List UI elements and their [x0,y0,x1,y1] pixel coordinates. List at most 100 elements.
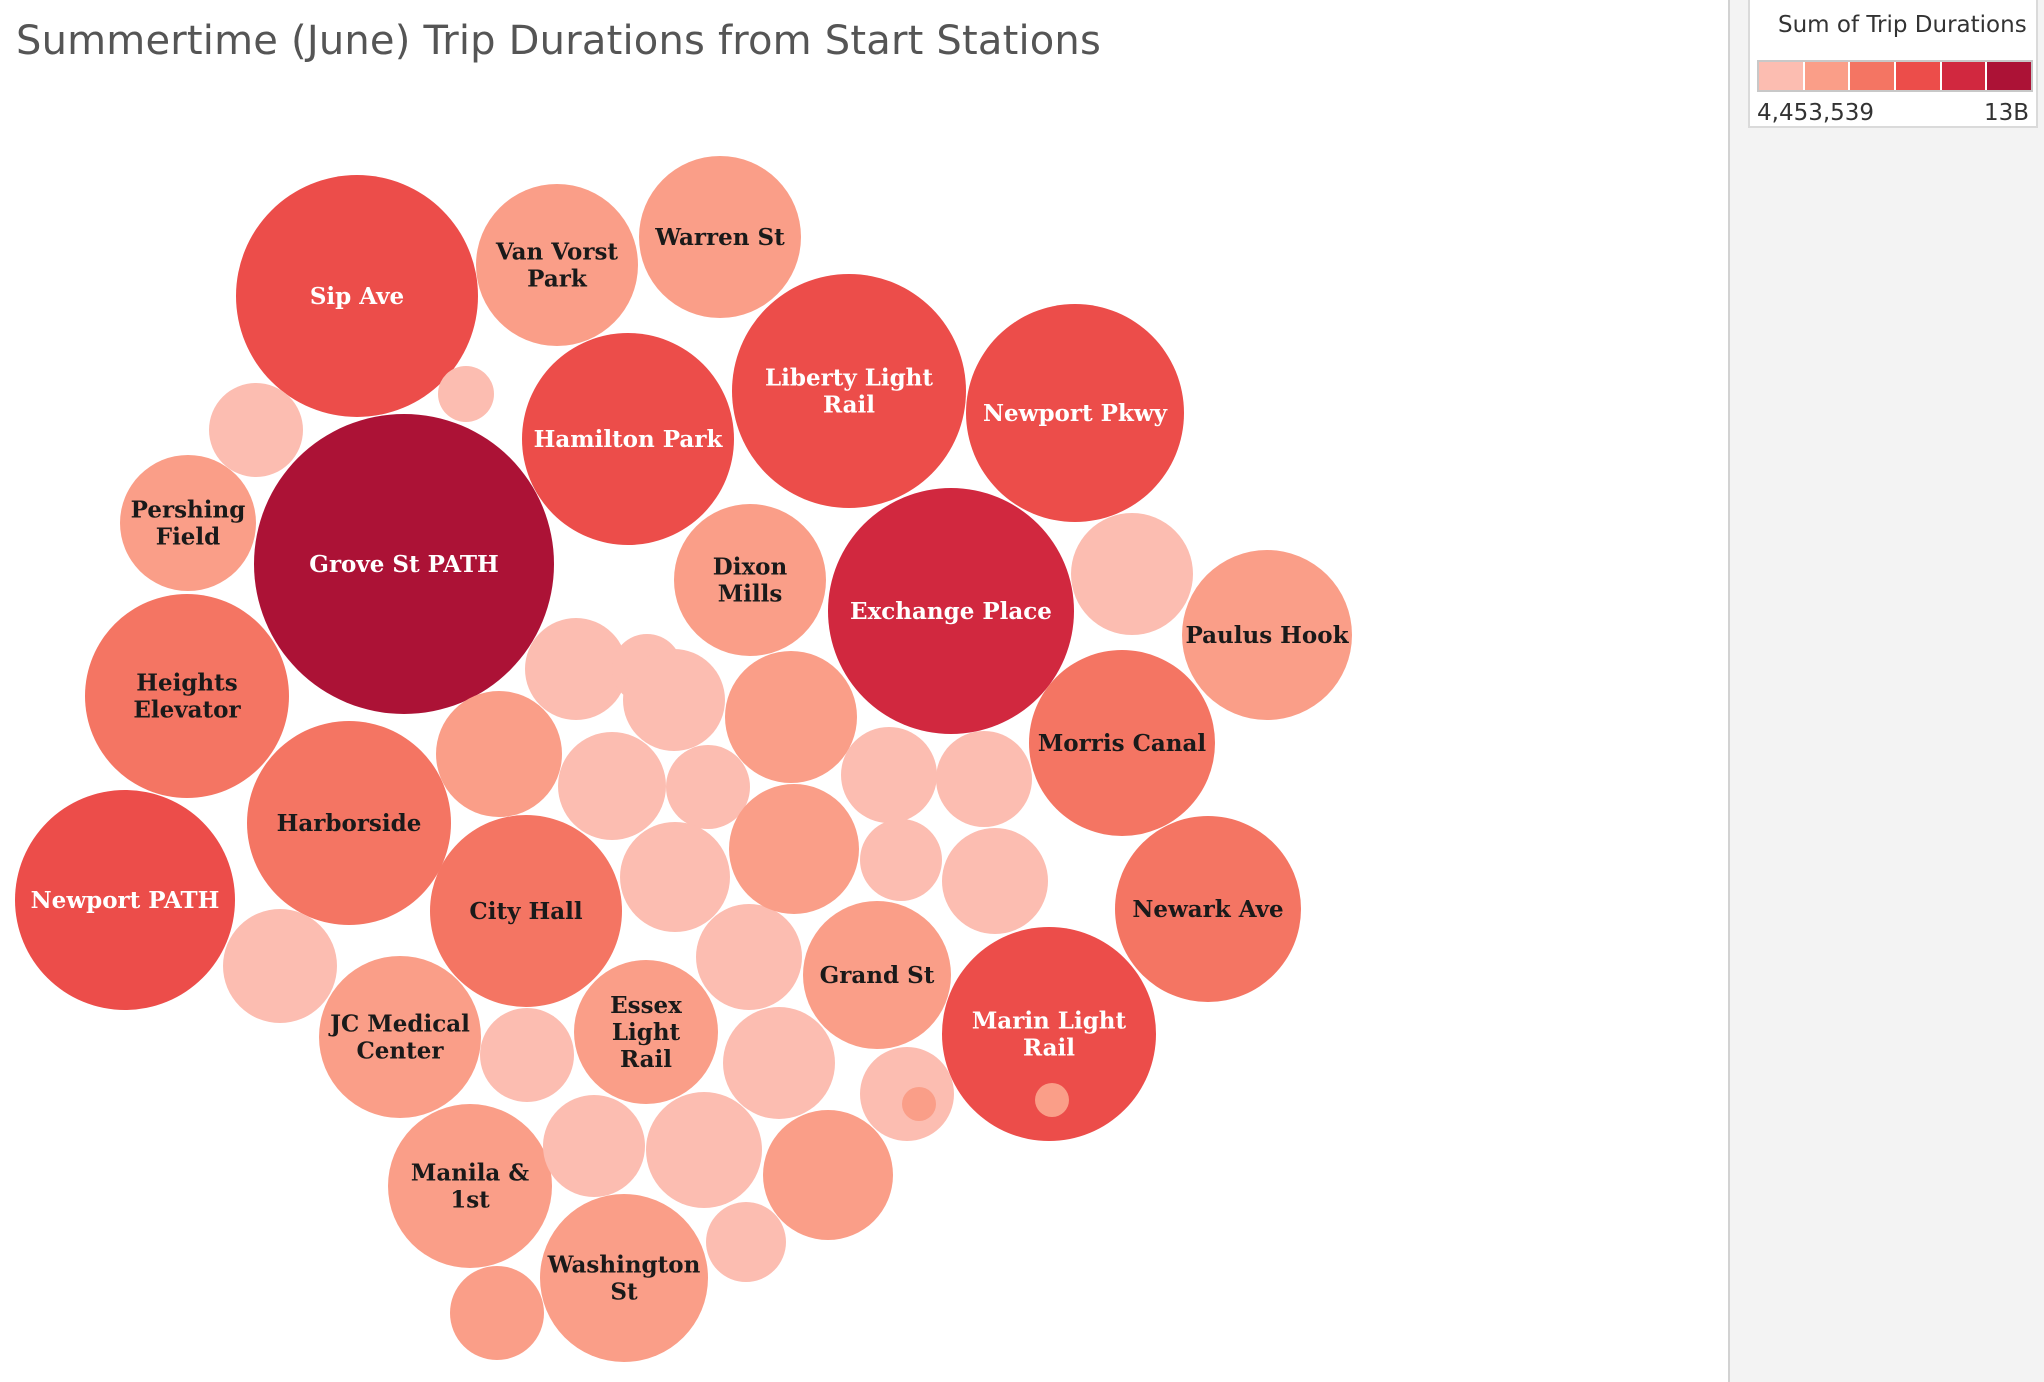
bubble-mark[interactable] [763,1110,893,1240]
bubble-mark[interactable] [1182,550,1352,720]
bubble-1[interactable]: Exchange Place [828,488,1074,734]
bubble-43[interactable] [706,1202,786,1282]
bubble-29[interactable] [558,732,666,840]
bubble-32[interactable] [936,731,1032,827]
bubble-34[interactable] [860,819,942,901]
bubble-mark[interactable] [450,1266,544,1360]
bubble-47[interactable] [729,784,859,914]
bubble-mark[interactable] [476,184,638,346]
bubble-mark[interactable] [236,175,478,417]
bubble-6[interactable]: Newport PATH [15,790,235,1010]
bubble-mark[interactable] [480,1008,574,1102]
bubble-mark[interactable] [723,1007,835,1119]
bubble-37[interactable] [480,1008,574,1102]
bubble-mark[interactable] [1071,513,1193,635]
bubble-24[interactable] [438,366,494,422]
bubble-mark[interactable] [666,745,750,829]
bubble-28[interactable] [623,649,725,751]
bubble-mark[interactable] [732,274,966,508]
bubble-mark[interactable] [15,790,235,1010]
bubble-5[interactable]: Hamilton Park [522,333,734,545]
bubble-12[interactable]: Newark Ave [1115,816,1301,1002]
bubble-mark[interactable] [223,909,337,1023]
bubble-mark[interactable] [85,594,289,798]
bubble-22[interactable]: Washington St [540,1194,708,1362]
bubble-9[interactable]: Harborside [247,721,451,925]
bubble-2[interactable]: Sip Ave [236,175,478,417]
bubble-35[interactable] [942,828,1048,934]
bubble-15[interactable]: Warren St [639,156,801,318]
bubble-7[interactable]: Marin Light Rail [942,927,1156,1141]
bubble-mark[interactable] [936,731,1032,827]
bubble-45[interactable] [436,691,562,817]
bubble-mark[interactable] [706,1202,786,1282]
bubble-mark[interactable] [525,618,627,720]
bubble-21[interactable]: Manila & 1st [388,1104,552,1268]
bubble-mark[interactable] [639,156,801,318]
bubble-mark[interactable] [430,815,622,1007]
bubble-48[interactable] [763,1110,893,1240]
bubble-mark[interactable] [828,488,1074,734]
bubble-19[interactable]: Essex Light Rail [574,960,718,1104]
bubble-mark[interactable] [966,304,1184,522]
bubble-mark[interactable] [860,819,942,901]
bubble-11[interactable]: Morris Canal [1029,650,1215,836]
bubble-mark[interactable] [623,649,725,751]
bubble-mark[interactable] [1035,1083,1069,1117]
bubble-33[interactable] [620,822,730,932]
bubble-mark[interactable] [209,383,303,477]
bubble-mark[interactable] [942,828,1048,934]
bubble-mark[interactable] [438,366,494,422]
bubble-41[interactable] [543,1095,645,1197]
bubble-mark[interactable] [540,1194,708,1362]
bubble-mark[interactable] [120,455,256,591]
bubble-23[interactable] [209,383,303,477]
bubble-46[interactable] [725,651,857,783]
bubble-mark[interactable] [558,732,666,840]
bubble-mark[interactable] [942,927,1156,1141]
bubble-label: Harborside [277,810,422,837]
bubble-mark[interactable] [1029,650,1215,836]
bubble-mark[interactable] [620,822,730,932]
bubble-17[interactable]: Pershing Field [120,455,256,591]
bubble-8[interactable]: Heights Elevator [85,594,289,798]
bubble-mark[interactable] [841,727,937,823]
bubble-26[interactable] [525,618,627,720]
bubble-4[interactable]: Newport Pkwy [966,304,1184,522]
bubble-mark[interactable] [319,956,481,1118]
bubble-mark[interactable] [1115,816,1301,1002]
bubble-0[interactable]: Grove St PATH [254,414,554,714]
bubble-31[interactable] [841,727,937,823]
bubble-16[interactable]: Dixon Mills [674,504,826,656]
bubble-mark[interactable] [254,414,554,714]
bubble-38[interactable] [696,904,802,1010]
bubble-mark[interactable] [902,1087,936,1121]
bubble-mark[interactable] [543,1095,645,1197]
bubble-mark[interactable] [729,784,859,914]
bubble-mark[interactable] [803,901,951,1049]
bubble-mark[interactable] [522,333,734,545]
bubble-36[interactable] [223,909,337,1023]
bubble-3[interactable]: Liberty Light Rail [732,274,966,508]
bubble-25[interactable] [1071,513,1193,635]
bubble-mark[interactable] [725,651,857,783]
bubble-13[interactable]: Paulus Hook [1182,550,1352,720]
bubble-mark[interactable] [574,960,718,1104]
bubble-20[interactable]: Grand St [803,901,951,1049]
bubble-49[interactable] [902,1087,936,1121]
bubble-14[interactable]: Van Vorst Park [476,184,638,346]
bubble-18[interactable]: JC Medical Center [319,956,481,1118]
bubble-30[interactable] [666,745,750,829]
bubble-mark[interactable] [674,504,826,656]
bubble-50[interactable] [1035,1083,1069,1117]
bubble-42[interactable] [646,1092,762,1208]
bubble-mark[interactable] [646,1092,762,1208]
bubble-mark[interactable] [696,904,802,1010]
bubble-mark[interactable] [436,691,562,817]
bubble-39[interactable] [723,1007,835,1119]
bubble-mark[interactable] [388,1104,552,1268]
bubble-mark[interactable] [247,721,451,925]
bubble-44[interactable] [450,1266,544,1360]
color-legend[interactable]: Sum of Trip Durations 4,453,539 13B [1748,0,2038,128]
bubble-10[interactable]: City Hall [430,815,622,1007]
